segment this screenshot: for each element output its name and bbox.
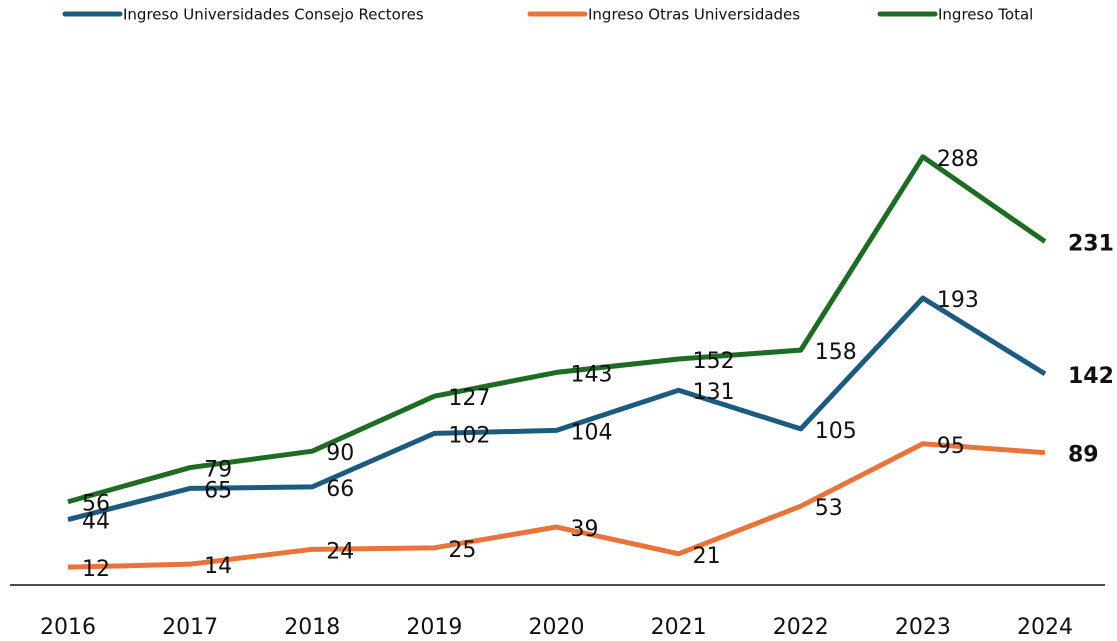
data-label: 12 (82, 557, 110, 582)
data-label: 65 (204, 478, 232, 503)
data-label: 24 (326, 539, 354, 564)
data-label: 143 (571, 362, 613, 387)
data-label: 44 (82, 510, 110, 535)
data-label: 142 (1068, 364, 1114, 389)
data-label: 102 (448, 423, 490, 448)
data-label: 56 (82, 492, 110, 517)
x-tick-label: 2020 (529, 615, 585, 640)
x-tick-label: 2016 (40, 615, 96, 640)
x-tick-label: 2021 (651, 615, 707, 640)
series-line (67, 154, 1047, 505)
x-tick-label: 2017 (162, 615, 218, 640)
series-line (67, 441, 1046, 570)
data-label: 158 (815, 340, 857, 365)
data-label: 79 (204, 458, 232, 483)
data-label: 53 (815, 496, 843, 521)
data-label: 66 (326, 477, 354, 502)
data-label: 25 (448, 538, 476, 563)
x-tick-label: 2022 (773, 615, 829, 640)
x-tick-label: 2018 (284, 615, 340, 640)
x-tick-label: 2024 (1017, 615, 1073, 640)
data-label: 127 (448, 386, 490, 411)
data-label: 105 (815, 419, 857, 444)
data-label: 95 (937, 434, 965, 459)
data-label: 288 (937, 147, 979, 172)
data-label: 14 (204, 554, 232, 579)
series-line (67, 295, 1047, 523)
x-tick-label: 2023 (895, 615, 951, 640)
data-label: 231 (1068, 232, 1114, 257)
data-label: 104 (571, 420, 613, 445)
legend-label: Ingreso Universidades Consejo Rectores (123, 6, 424, 24)
data-label: 89 (1068, 443, 1099, 468)
legend-label: Ingreso Otras Universidades (588, 6, 800, 24)
data-label: 90 (326, 441, 354, 466)
legend-label: Ingreso Total (938, 6, 1033, 24)
data-label: 21 (693, 544, 721, 569)
x-tick-label: 2019 (406, 615, 462, 640)
data-label: 193 (937, 288, 979, 313)
data-label: 152 (693, 349, 735, 374)
data-label: 39 (571, 517, 599, 542)
data-label: 131 (693, 380, 735, 405)
